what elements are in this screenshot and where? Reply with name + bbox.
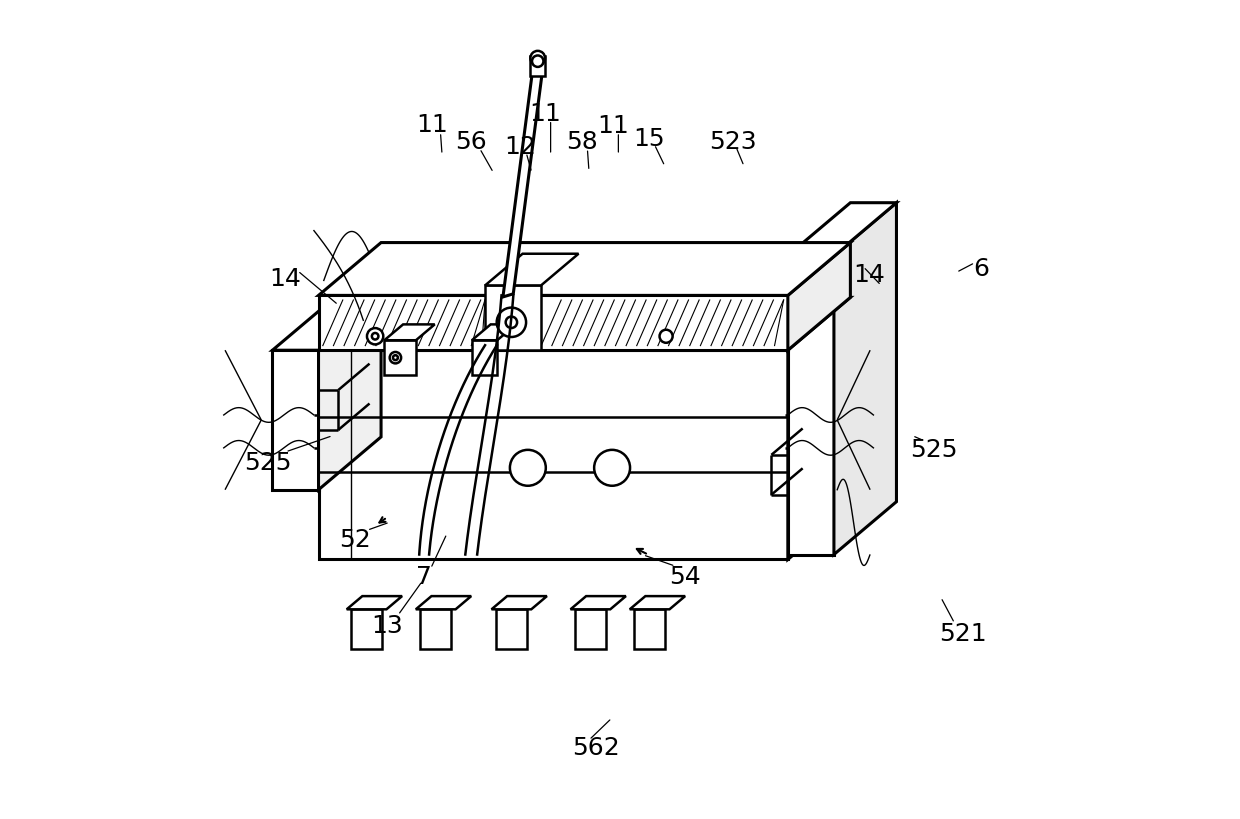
- Polygon shape: [472, 324, 516, 340]
- Text: 11: 11: [598, 115, 630, 138]
- Polygon shape: [319, 242, 851, 296]
- Bar: [574, 609, 606, 649]
- Text: 6: 6: [972, 257, 988, 281]
- Polygon shape: [835, 203, 897, 554]
- Bar: [472, 340, 497, 375]
- Bar: [531, 57, 546, 76]
- Circle shape: [510, 450, 546, 486]
- Bar: [634, 609, 666, 649]
- Text: 11: 11: [529, 102, 560, 126]
- Polygon shape: [415, 596, 471, 609]
- Text: 54: 54: [670, 565, 701, 589]
- Text: 525: 525: [243, 450, 291, 474]
- Text: 562: 562: [572, 736, 620, 760]
- Polygon shape: [491, 596, 547, 609]
- Bar: [420, 609, 451, 649]
- Text: 14: 14: [269, 267, 301, 291]
- Polygon shape: [384, 324, 435, 340]
- Ellipse shape: [531, 51, 546, 66]
- Bar: [384, 340, 415, 375]
- Polygon shape: [503, 68, 543, 297]
- Circle shape: [372, 333, 378, 340]
- Polygon shape: [570, 596, 626, 609]
- Text: 58: 58: [565, 129, 598, 154]
- Polygon shape: [787, 203, 897, 256]
- Circle shape: [367, 328, 383, 345]
- Polygon shape: [319, 297, 381, 490]
- Bar: [485, 286, 541, 351]
- Polygon shape: [347, 596, 402, 609]
- Text: 11: 11: [417, 114, 448, 138]
- Circle shape: [660, 330, 672, 343]
- Bar: [319, 296, 787, 351]
- Text: 14: 14: [853, 263, 885, 287]
- Polygon shape: [630, 596, 686, 609]
- Polygon shape: [787, 297, 851, 559]
- Text: 523: 523: [709, 129, 756, 154]
- Circle shape: [506, 317, 517, 328]
- Text: 7: 7: [417, 565, 432, 589]
- Bar: [787, 256, 835, 554]
- Text: 15: 15: [632, 126, 665, 151]
- Circle shape: [532, 56, 543, 67]
- Polygon shape: [787, 242, 851, 351]
- Text: 12: 12: [505, 134, 537, 159]
- Text: 13: 13: [372, 613, 403, 638]
- Bar: [351, 609, 382, 649]
- Polygon shape: [273, 297, 381, 351]
- Bar: [273, 351, 319, 490]
- Text: 56: 56: [455, 129, 487, 154]
- Circle shape: [389, 352, 401, 364]
- Circle shape: [497, 308, 526, 337]
- Bar: [496, 609, 527, 649]
- Polygon shape: [485, 254, 579, 286]
- Bar: [319, 351, 787, 559]
- Text: 525: 525: [910, 438, 959, 462]
- Text: 52: 52: [339, 528, 371, 552]
- Circle shape: [393, 355, 398, 360]
- Polygon shape: [319, 297, 851, 351]
- Text: 521: 521: [939, 622, 987, 646]
- Circle shape: [594, 450, 630, 486]
